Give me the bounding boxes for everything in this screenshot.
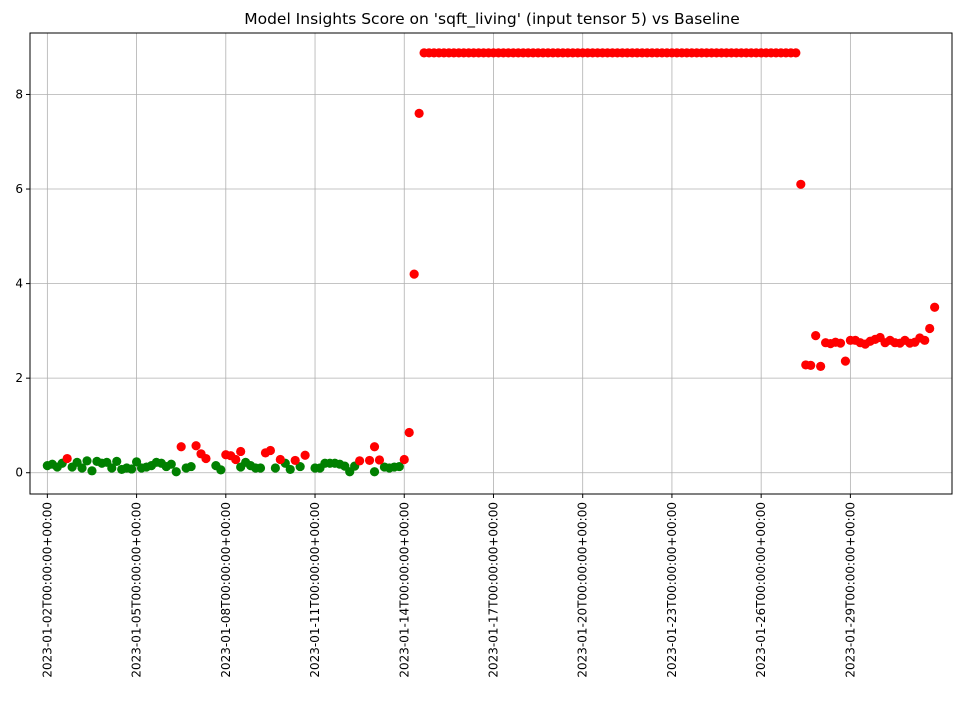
data-point <box>107 463 117 473</box>
y-tick-label: 4 <box>15 277 23 291</box>
data-point <box>404 427 414 438</box>
x-tick-label: 2023-01-23T00:00:00+00:00 <box>665 502 679 678</box>
y-tick-label: 0 <box>15 466 23 480</box>
y-tick-label: 2 <box>15 371 23 385</box>
data-point <box>930 302 940 312</box>
data-point <box>176 442 186 452</box>
data-point <box>265 445 276 456</box>
y-axis: 0 2 4 6 8 <box>15 87 30 480</box>
data-point <box>191 441 201 451</box>
data-point <box>62 453 72 464</box>
data-point <box>166 459 176 469</box>
data-point <box>112 456 122 466</box>
data-point <box>127 464 137 474</box>
x-tick-label: 2023-01-08T00:00:00+00:00 <box>219 502 233 678</box>
data-point <box>186 461 196 472</box>
data-point <box>925 323 935 334</box>
data-point <box>236 446 246 457</box>
data-point <box>811 331 821 341</box>
data-point <box>285 464 295 475</box>
data-point <box>216 465 226 475</box>
data-point <box>796 179 806 189</box>
x-tick-label: 2023-01-14T00:00:00+00:00 <box>397 502 411 678</box>
data-point <box>275 454 285 465</box>
data-point <box>255 463 266 473</box>
x-tick-label: 2023-01-02T00:00:00+00:00 <box>40 502 54 678</box>
data-point <box>414 108 424 118</box>
data-point <box>835 338 846 348</box>
data-point <box>364 455 375 466</box>
chart-title: Model Insights Score on 'sqft_living' (i… <box>244 10 740 29</box>
data-point <box>131 457 142 467</box>
data-point <box>399 454 409 465</box>
data-point <box>77 463 87 473</box>
y-tick-label: 8 <box>15 87 23 101</box>
data-point <box>300 450 310 460</box>
data-point <box>201 453 211 464</box>
data-point <box>394 461 404 472</box>
data-point <box>270 463 280 473</box>
data-point <box>816 361 826 371</box>
data-point <box>295 461 305 472</box>
x-tick-label: 2023-01-20T00:00:00+00:00 <box>576 502 590 678</box>
data-point <box>87 466 97 476</box>
data-point <box>840 356 851 366</box>
data-point <box>369 442 380 452</box>
data-point <box>355 456 365 466</box>
data-point <box>290 455 300 466</box>
data-point <box>231 454 241 465</box>
data-point <box>82 456 92 466</box>
plot-area <box>29 32 953 495</box>
data-point <box>374 455 385 465</box>
x-tick-label: 2023-01-05T00:00:00+00:00 <box>130 502 144 678</box>
y-tick-label: 6 <box>15 182 23 196</box>
data-points <box>42 48 940 477</box>
x-axis: 2023-01-02T00:00:00+00:00 2023-01-05T00:0… <box>40 494 857 678</box>
data-point <box>791 48 801 58</box>
grid-lines <box>30 33 952 494</box>
data-point <box>171 467 181 477</box>
x-tick-label: 2023-01-17T00:00:00+00:00 <box>486 502 500 678</box>
data-point <box>920 335 930 345</box>
x-tick-label: 2023-01-26T00:00:00+00:00 <box>754 502 768 678</box>
data-point <box>409 269 419 279</box>
data-point <box>369 467 380 477</box>
data-point <box>806 360 816 370</box>
x-tick-label: 2023-01-11T00:00:00+00:00 <box>308 502 322 678</box>
x-tick-label: 2023-01-29T00:00:00+00:00 <box>843 502 857 678</box>
